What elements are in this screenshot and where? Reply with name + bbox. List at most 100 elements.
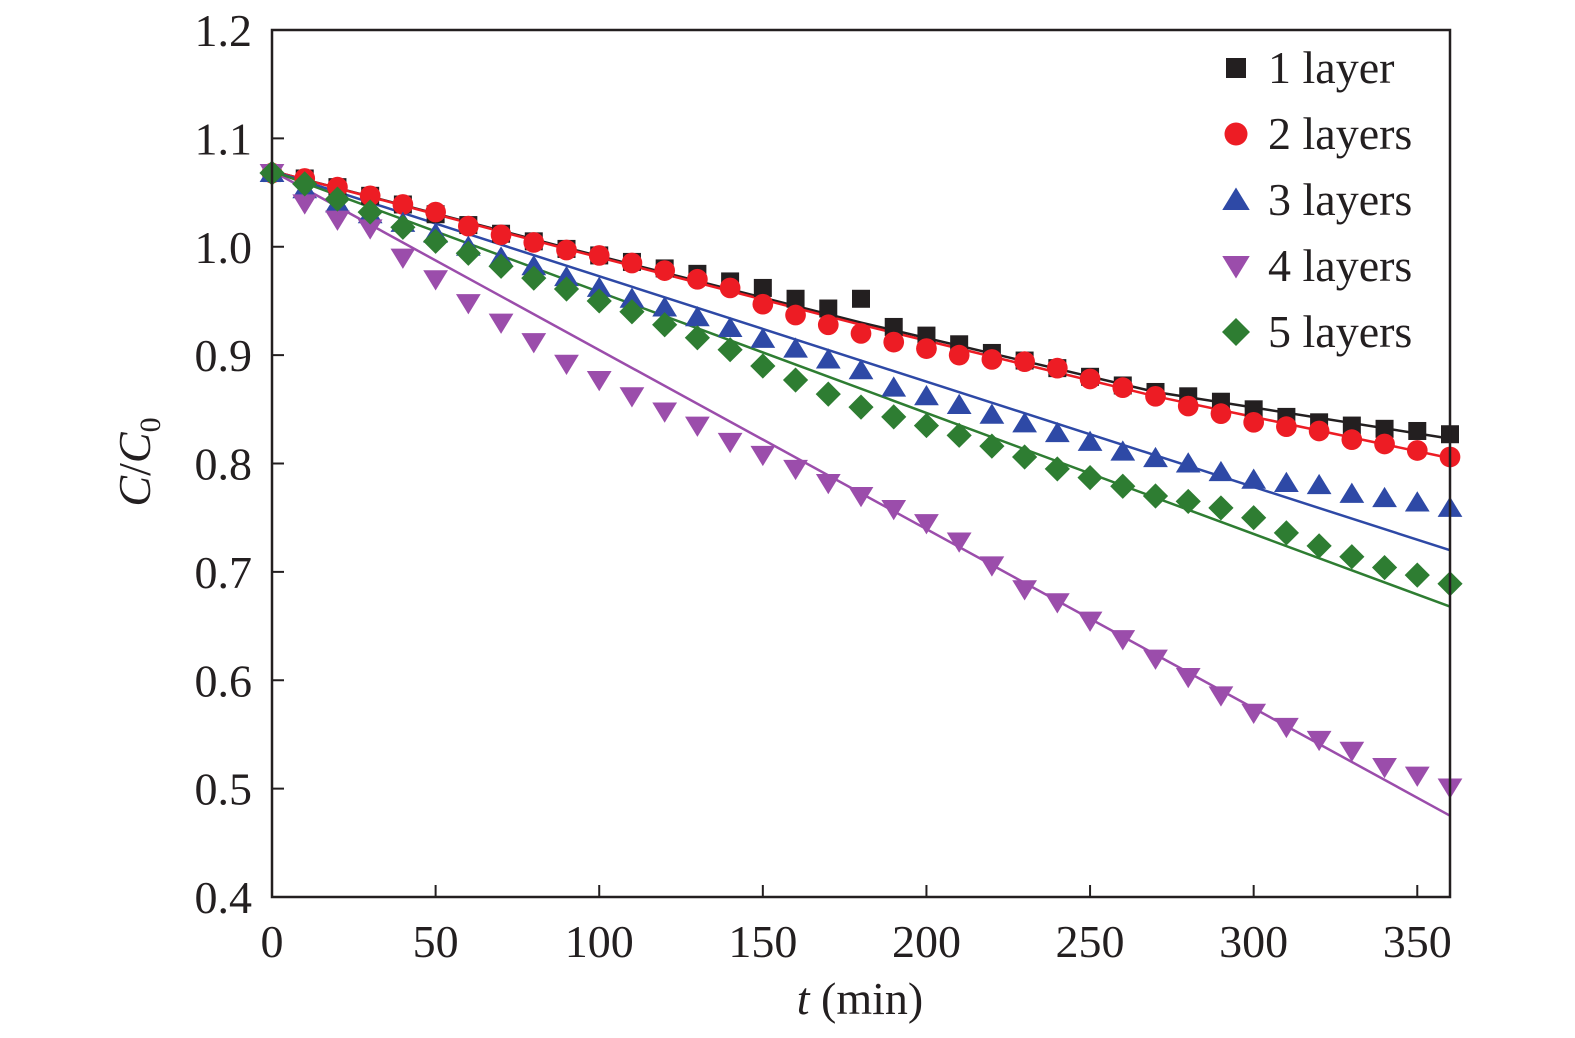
- point-series-5: [1110, 473, 1136, 499]
- point-series-5: [881, 404, 907, 430]
- point-series-1: [819, 299, 838, 318]
- point-series-3: [979, 403, 1005, 424]
- point-series-5: [488, 253, 514, 279]
- point-series-5: [782, 367, 809, 393]
- point-series-3: [1110, 440, 1136, 461]
- point-series-2: [523, 232, 545, 253]
- y-tick-label: 0.9: [195, 330, 253, 381]
- point-series-3: [750, 327, 776, 348]
- x-axis-unit: (min): [810, 973, 924, 1024]
- point-series-1: [753, 278, 772, 297]
- point-series-3: [554, 265, 579, 287]
- point-series-2: [883, 331, 905, 353]
- point-series-3: [881, 376, 907, 397]
- point-series-5: [423, 228, 449, 254]
- point-series-2: [1276, 416, 1297, 438]
- point-series-2: [752, 293, 774, 315]
- point-series-4: [652, 402, 678, 423]
- x-tick-label: 0: [261, 916, 284, 967]
- point-series-5: [619, 299, 645, 325]
- point-series-3: [1339, 482, 1365, 503]
- point-series-2: [850, 323, 872, 344]
- point-series-4: [685, 416, 710, 437]
- point-series-4: [1306, 730, 1332, 752]
- point-series-3: [1143, 446, 1168, 468]
- y-axis-denominator: C: [109, 431, 160, 463]
- point-series-3: [685, 305, 710, 327]
- point-series-2: [1079, 368, 1101, 390]
- x-tick-label: 350: [1383, 916, 1452, 967]
- point-series-3: [1372, 486, 1397, 508]
- point-series-3: [914, 385, 939, 406]
- point-series-5: [946, 422, 972, 448]
- point-series-4: [292, 194, 318, 215]
- point-series-4: [357, 219, 383, 240]
- point-series-4: [717, 432, 743, 454]
- point-series-5: [1142, 483, 1169, 509]
- legend-marker: [1224, 122, 1248, 146]
- point-series-4: [1404, 766, 1430, 787]
- point-series-3: [815, 348, 841, 369]
- point-series-3: [1175, 452, 1201, 473]
- y-tick-label: 0.8: [195, 439, 253, 490]
- y-axis: 0.4 0.5 0.6 0.7 0.8 0.9 1.0 1.1 1.2: [195, 5, 284, 923]
- point-series-5: [324, 186, 351, 212]
- point-series-2: [425, 201, 446, 223]
- point-series-4: [488, 313, 514, 334]
- point-series-3: [1241, 468, 1267, 489]
- point-series-2: [1014, 351, 1035, 372]
- point-series-4: [1143, 649, 1168, 670]
- x-axis-variable: t: [797, 973, 811, 1024]
- legend-label: 3 layers: [1268, 174, 1412, 225]
- legend-label: 2 layers: [1268, 108, 1412, 159]
- point-series-5: [1044, 456, 1070, 482]
- point-series-5: [717, 337, 743, 363]
- fit-line-series-5: [271, 169, 1451, 608]
- point-series-2: [359, 185, 381, 207]
- legend-label: 4 layers: [1268, 240, 1412, 291]
- x-axis-title: t (min): [797, 973, 923, 1024]
- x-tick-label: 200: [892, 916, 961, 967]
- point-series-4: [619, 387, 645, 408]
- point-series-3: [1044, 421, 1070, 443]
- point-series-3: [1306, 473, 1332, 495]
- x-tick-label: 250: [1056, 916, 1125, 967]
- point-series-2: [817, 314, 839, 336]
- point-series-2: [392, 194, 414, 215]
- point-series-3: [783, 337, 808, 358]
- point-series-2: [1145, 385, 1166, 407]
- y-tick-label: 0.7: [195, 547, 253, 598]
- y-tick-label: 0.4: [195, 872, 253, 923]
- point-series-5: [913, 412, 940, 439]
- x-tick-label: 300: [1219, 916, 1288, 967]
- y-tick-label: 1.1: [195, 113, 253, 164]
- point-series-5: [292, 171, 318, 197]
- legend: 1 layer 2 layers 3 layers 4 layers 5 layers: [1222, 42, 1412, 357]
- point-series-5: [521, 265, 547, 291]
- point-series-4: [815, 474, 841, 495]
- point-series-2: [687, 268, 708, 290]
- point-series-4: [1274, 717, 1299, 739]
- point-series-2: [1341, 429, 1363, 451]
- y-tick-label: 1.0: [195, 222, 253, 273]
- legend-marker: [1226, 58, 1246, 78]
- point-series-2: [556, 239, 577, 261]
- point-series-4: [521, 333, 547, 354]
- point-series-4: [979, 556, 1005, 577]
- point-series-3: [1404, 491, 1430, 512]
- point-series-5: [1404, 562, 1430, 588]
- y-axis-subscript: 0: [134, 417, 167, 432]
- y-tick-label: 1.2: [195, 5, 253, 56]
- point-series-3: [1208, 460, 1234, 482]
- plot-frame: [270, 28, 1452, 899]
- point-series-5: [652, 312, 678, 338]
- point-series-3: [521, 255, 547, 276]
- point-series-5: [1273, 520, 1299, 546]
- point-series-5: [1012, 444, 1038, 470]
- point-series-4: [1044, 593, 1070, 614]
- point-series-4: [423, 270, 448, 291]
- x-axis: 0 50 100 150 200 250 300 350: [261, 885, 1452, 967]
- point-series-2: [1308, 420, 1330, 442]
- x-tick-label: 100: [565, 916, 634, 967]
